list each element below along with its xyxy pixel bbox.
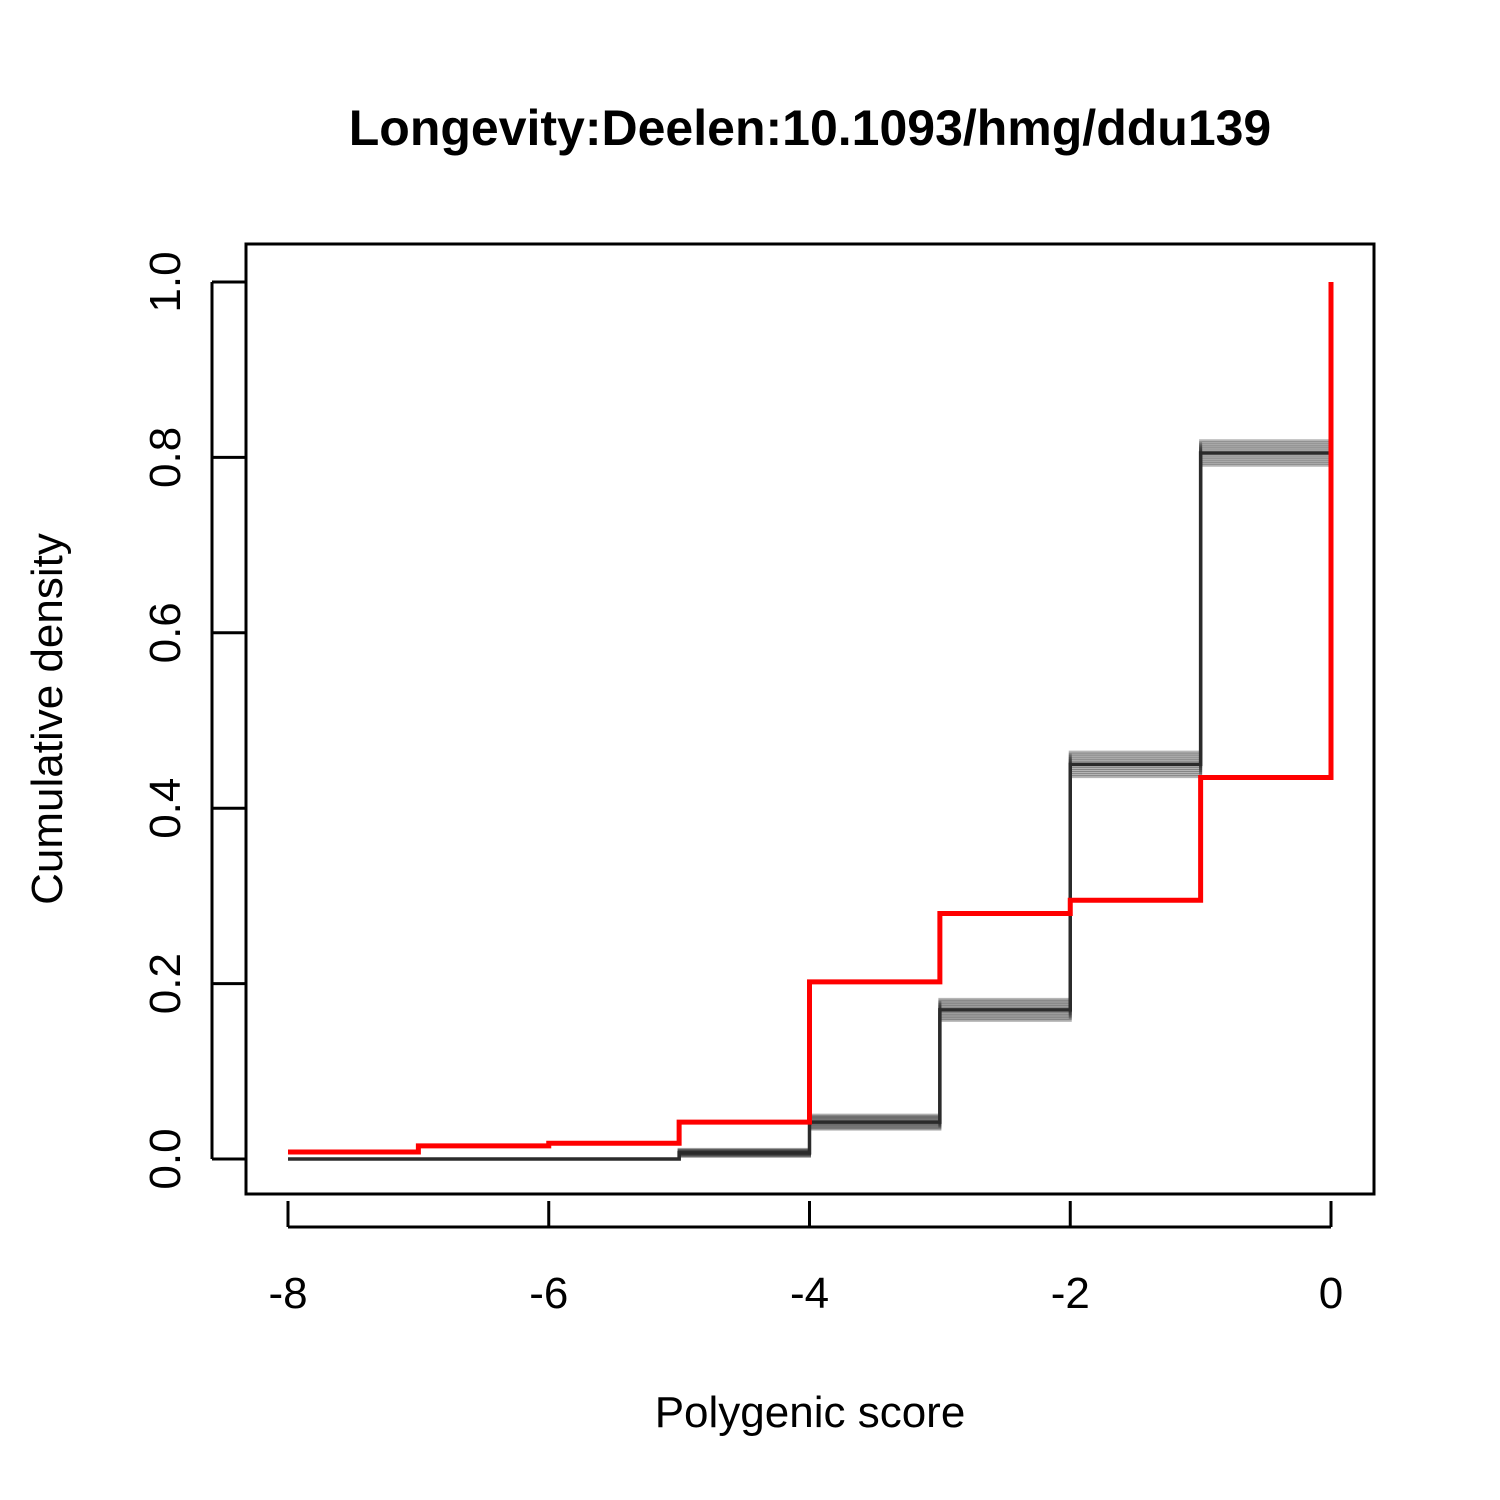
series-layer: [288, 282, 1334, 1161]
plot-frame: [244, 242, 1376, 1196]
x-axis: -8 -6 -4 -2 0: [268, 1201, 1343, 1318]
y-tick-label: 0.4: [141, 778, 190, 839]
y-axis: 0.0 0.2 0.4 0.6 0.8 1.0: [141, 251, 246, 1190]
x-axis-label: Polygenic score: [655, 1388, 966, 1437]
series-line: [288, 451, 1331, 1161]
series-1: [288, 282, 1334, 1155]
series-0: [288, 439, 1331, 1161]
x-tick-label: 0: [1319, 1269, 1343, 1318]
chart-title: Longevity:Deelen:10.1093/hmg/ddu139: [349, 100, 1272, 156]
y-tick-label: 0.2: [141, 953, 190, 1014]
y-axis-label: Cumulative density: [23, 533, 72, 905]
x-tick-label: -2: [1051, 1269, 1090, 1318]
y-tick-label: 0.6: [141, 602, 190, 663]
x-tick-label: -8: [268, 1269, 307, 1318]
x-tick-label: -6: [529, 1269, 568, 1318]
y-tick-label: 1.0: [141, 251, 190, 312]
y-tick-label: 0.0: [141, 1128, 190, 1189]
x-tick-label: -4: [790, 1269, 829, 1318]
y-tick-label: 0.8: [141, 427, 190, 488]
series-line: [288, 282, 1334, 1155]
